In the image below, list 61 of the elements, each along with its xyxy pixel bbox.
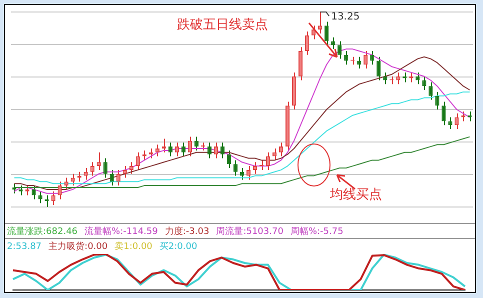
text: 买2:0.00 xyxy=(159,242,198,252)
candlestick xyxy=(370,50,374,66)
candlestick xyxy=(272,148,277,161)
annotation: 13.25 xyxy=(331,12,360,23)
candlestick xyxy=(305,31,310,56)
candlestick xyxy=(383,72,388,85)
candlestick xyxy=(259,160,264,170)
candlestick xyxy=(136,152,140,170)
text: 主力吸货:0.00 xyxy=(48,242,108,252)
candlestick xyxy=(96,152,101,170)
annotation: 跌破五日线卖点 xyxy=(177,17,268,32)
annotation: 均线买点 xyxy=(329,187,382,202)
candlestick xyxy=(207,142,212,159)
candlestick xyxy=(51,190,56,206)
candlestick xyxy=(214,142,218,159)
candlestick xyxy=(396,72,400,85)
candlestick xyxy=(38,190,42,204)
candlestick xyxy=(454,112,459,130)
candlestick xyxy=(129,162,134,174)
candlestick xyxy=(376,56,381,81)
candlestick xyxy=(58,181,62,200)
candlestick xyxy=(428,82,433,100)
candlestick xyxy=(338,40,342,60)
candlestick xyxy=(246,166,251,180)
candlestick xyxy=(240,168,244,180)
candlestick xyxy=(233,160,238,176)
text: 流量涨跌:682.46 xyxy=(7,227,78,237)
candlestick xyxy=(110,169,114,186)
candlestick xyxy=(116,169,120,186)
candlestick xyxy=(344,50,348,66)
candlestick xyxy=(318,12,322,34)
candlestick xyxy=(442,101,446,126)
text: 周幅%:-5.75 xyxy=(290,227,344,237)
candlestick xyxy=(103,158,108,178)
candlestick xyxy=(90,162,94,176)
candlestick xyxy=(226,150,232,168)
candlestick xyxy=(181,142,186,157)
candlestick xyxy=(266,152,270,170)
candlestick xyxy=(84,168,88,180)
candlestick xyxy=(220,142,225,159)
text: 流量幅%:-114.59 xyxy=(84,227,158,237)
text: 卖1:0.00 xyxy=(114,242,152,252)
candlestick xyxy=(194,136,198,151)
candlestick xyxy=(32,185,36,200)
candlestick xyxy=(174,142,179,157)
candlestick xyxy=(188,136,192,157)
candlestick xyxy=(122,166,127,178)
candlestick xyxy=(168,142,172,157)
candlestick xyxy=(252,162,258,174)
candlestick xyxy=(278,142,284,157)
candlestick xyxy=(448,116,452,130)
candlestick xyxy=(324,21,329,46)
text: 2:53.87 xyxy=(7,242,42,252)
text: 周流量:5103.70 xyxy=(216,227,284,237)
text: 力度:-3.03 xyxy=(164,227,210,237)
candlestick xyxy=(155,144,160,157)
candlestick xyxy=(416,72,420,85)
candlestick xyxy=(435,91,440,110)
candlestick xyxy=(364,50,368,70)
candlestick xyxy=(64,177,68,190)
candlestick xyxy=(312,25,316,40)
